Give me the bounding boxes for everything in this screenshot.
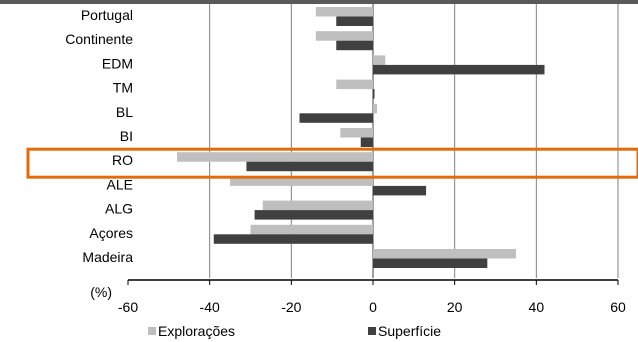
category-label-0: Portugal xyxy=(81,7,133,23)
category-label-2: EDM xyxy=(102,55,133,71)
bar-exploracoes-9 xyxy=(250,224,373,235)
ticks-layer: -60 -40 -20 0 20 40 60 xyxy=(118,280,626,315)
bar-exploracoes-7 xyxy=(230,176,373,186)
x-tick-label-0: -60 xyxy=(118,299,138,315)
x-tick-label-4: 20 xyxy=(447,299,463,315)
x-tick-label-2: -20 xyxy=(281,299,301,315)
bar-superficie-4 xyxy=(299,113,373,123)
category-label-10: Madeira xyxy=(82,249,133,265)
category-label-6: RO xyxy=(112,152,133,168)
category-label-9: Açores xyxy=(89,225,133,241)
bar-exploracoes-5 xyxy=(340,128,373,138)
x-tick-label-5: 40 xyxy=(529,299,545,315)
legend: Explorações Superfície xyxy=(148,323,441,339)
legend-swatch-1 xyxy=(368,327,376,335)
bar-superficie-3 xyxy=(373,89,375,99)
category-label-4: BL xyxy=(116,104,133,120)
category-label-5: BI xyxy=(120,128,133,144)
legend-label-0: Explorações xyxy=(158,323,235,339)
category-labels: Portugal Continente EDM TM BL BI RO ALE ALG Açore… xyxy=(65,7,133,265)
bar-superficie-5 xyxy=(360,137,373,147)
bar-exploracoes-1 xyxy=(315,31,373,41)
x-tick-label-3: 0 xyxy=(369,299,377,315)
legend-label-1: Superfície xyxy=(378,323,441,339)
x-tick-label-1: -40 xyxy=(200,299,220,315)
bar-exploracoes-8 xyxy=(262,200,373,211)
bar-exploracoes-2 xyxy=(373,55,386,65)
bar-exploracoes-6 xyxy=(177,152,373,162)
chart-top-border xyxy=(0,0,638,4)
category-label-1: Continente xyxy=(65,31,133,47)
bar-superficie-0 xyxy=(336,16,373,26)
unit-label: (%) xyxy=(90,284,112,300)
bar-exploracoes-3 xyxy=(336,79,373,90)
x-tick-label-6: 60 xyxy=(610,299,626,315)
bar-exploracoes-0 xyxy=(315,7,373,17)
bar-superficie-2 xyxy=(373,64,545,75)
bar-exploracoes-10 xyxy=(373,249,516,259)
bar-superficie-10 xyxy=(373,258,488,268)
bars-layer xyxy=(177,7,545,268)
bar-superficie-1 xyxy=(336,40,373,51)
bar-superficie-9 xyxy=(213,234,373,244)
category-label-3: TM xyxy=(113,80,133,96)
highlight-box xyxy=(26,147,638,179)
category-label-7: ALE xyxy=(107,176,133,192)
category-label-8: ALG xyxy=(105,201,133,217)
bar-superficie-8 xyxy=(254,210,373,220)
bar-exploracoes-4 xyxy=(373,103,378,114)
legend-swatch-0 xyxy=(148,327,156,335)
bar-superficie-6 xyxy=(246,161,373,172)
bar-superficie-7 xyxy=(373,185,427,196)
